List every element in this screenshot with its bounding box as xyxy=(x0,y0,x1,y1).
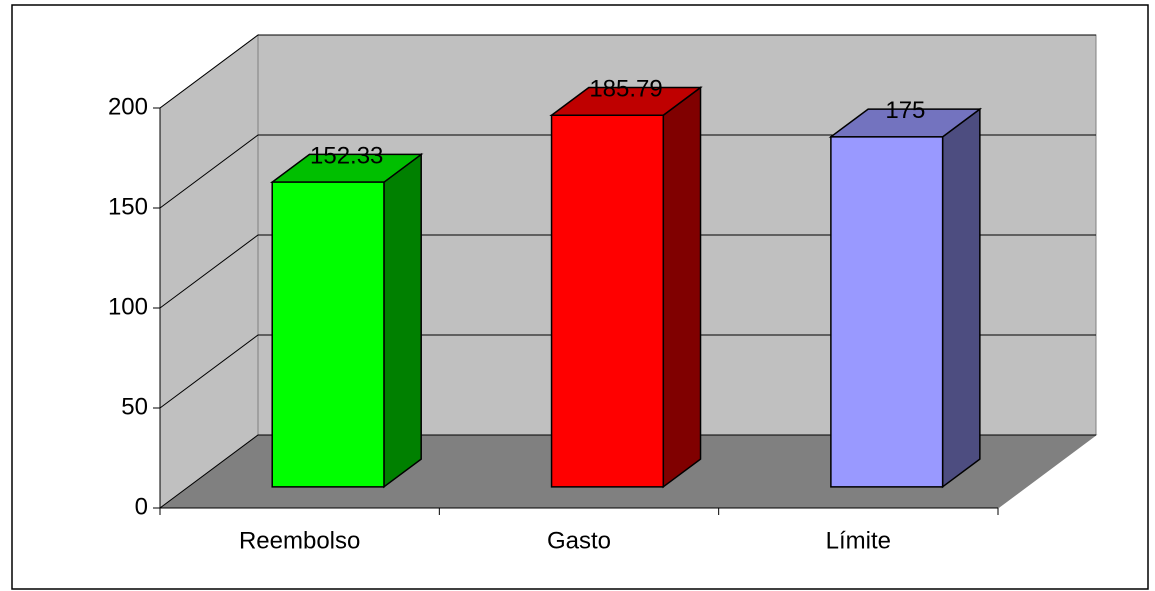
x-tick-label: Gasto xyxy=(547,527,611,554)
y-tick-label: 150 xyxy=(108,193,148,220)
x-tick-label: Límite xyxy=(826,527,891,554)
grid-line xyxy=(159,334,1096,409)
y-tick-label: 200 xyxy=(108,93,148,120)
value-label: 185.79 xyxy=(589,76,662,103)
bar xyxy=(271,181,385,488)
bar-side xyxy=(941,107,981,489)
grid-line xyxy=(159,134,1096,209)
bar-side xyxy=(662,86,702,489)
y-tick-label: 100 xyxy=(108,293,148,320)
x-tick-label: Reembolso xyxy=(239,527,360,554)
y-tick-label: 50 xyxy=(121,393,148,420)
bar xyxy=(550,114,665,488)
bar xyxy=(830,136,944,488)
bar-side xyxy=(383,152,422,489)
grid-line xyxy=(159,234,1096,309)
value-label: 175 xyxy=(885,97,925,124)
value-label: 152.33 xyxy=(310,143,383,170)
grid-line xyxy=(159,434,1096,509)
grid-line xyxy=(159,34,1096,109)
y-tick-label: 0 xyxy=(135,493,148,520)
